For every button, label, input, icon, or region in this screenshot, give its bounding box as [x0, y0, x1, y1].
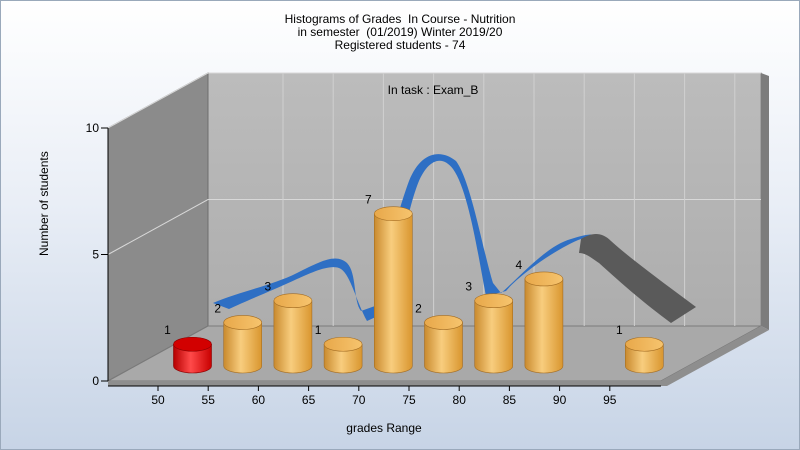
bar-body [173, 343, 212, 374]
y-tick-label: 5 [92, 248, 99, 262]
bar-body [374, 213, 413, 374]
bar-top [273, 293, 313, 309]
y-tick-label: 0 [92, 374, 99, 388]
bar-body [625, 343, 664, 374]
x-tick-label: 70 [352, 393, 366, 407]
bar [173, 336, 212, 374]
bar [223, 315, 262, 374]
x-tick-label: 50 [151, 393, 165, 407]
bar-top [323, 336, 363, 352]
x-tick-label: 80 [453, 393, 467, 407]
bar-top [524, 271, 564, 287]
data-label: 1 [616, 323, 623, 337]
data-label: 4 [516, 258, 523, 272]
data-label: 2 [415, 301, 422, 315]
bar [273, 293, 313, 374]
bar [524, 271, 564, 374]
bar-top [373, 206, 413, 221]
axes: 0 5 10 50 55 60 65 70 75 80 85 90 95 [86, 121, 661, 407]
bar-body [223, 322, 262, 374]
bar-top [173, 336, 212, 352]
y-tick-label: 10 [86, 121, 100, 135]
bar-body [323, 343, 363, 374]
bar-top [474, 293, 514, 309]
x-tick-label: 60 [252, 393, 266, 407]
bars-group [173, 206, 664, 374]
bar [424, 315, 463, 374]
bar-body [273, 300, 313, 374]
x-tick-label: 90 [553, 393, 567, 407]
data-label: 1 [315, 323, 322, 337]
data-label: 1 [164, 323, 171, 337]
bar-body [474, 300, 513, 374]
gridline-h [107, 72, 761, 129]
x-tick-label: 85 [503, 393, 517, 407]
distribution-curve [213, 154, 696, 323]
x-axis-label: grades Range [346, 421, 422, 435]
chart-title: Histograms of Grades In Course - Nutriti… [284, 12, 516, 26]
chart-subtitle-students: Registered students - 74 [334, 38, 466, 52]
data-label: 7 [365, 193, 372, 207]
bar-body [524, 278, 564, 374]
bar [474, 293, 514, 374]
bar-body [424, 322, 463, 374]
data-label: 3 [265, 280, 272, 294]
bar [323, 336, 363, 374]
bar [624, 336, 664, 374]
gridline-h [107, 199, 761, 255]
x-tick-label: 95 [603, 393, 617, 407]
x-tick-label: 55 [202, 393, 216, 407]
x-tick-label: 75 [402, 393, 416, 407]
data-label: 3 [465, 280, 472, 294]
bar-top [424, 315, 463, 330]
back-wall-edge [761, 73, 769, 330]
bar [373, 206, 413, 374]
task-annotation: In task : Exam_B [387, 83, 479, 97]
x-tick-label: 65 [302, 393, 316, 407]
y-axis-label: Number of students [37, 151, 51, 256]
data-labels: 1 2 3 1 7 2 3 4 1 [164, 193, 623, 338]
curve-tail [579, 234, 696, 323]
chart-subtitle-semester: in semester (01/2019) Winter 2019/20 [297, 25, 503, 39]
bar-top [223, 315, 262, 330]
bar-top [624, 336, 664, 352]
data-label: 2 [214, 301, 221, 315]
chart-title-block: Histograms of Grades In Course - Nutriti… [1, 13, 799, 52]
